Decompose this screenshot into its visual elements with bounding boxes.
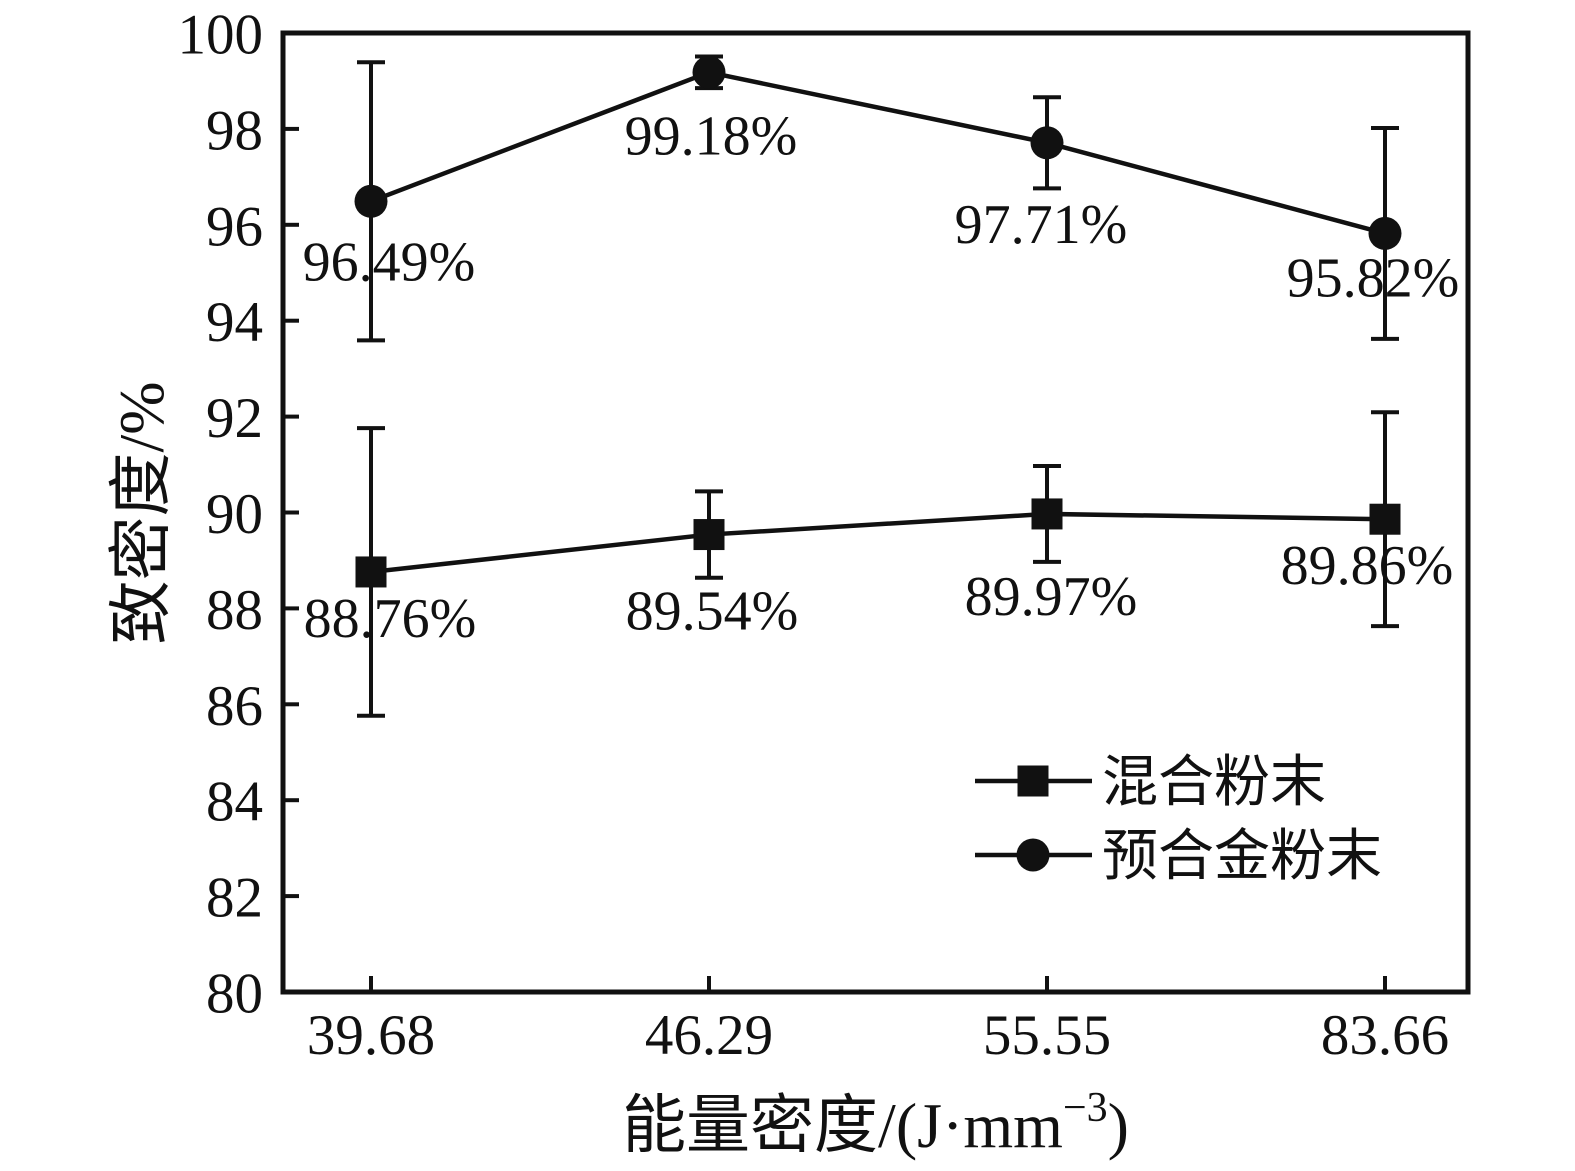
square-marker [1031,498,1063,530]
y-tick-label: 92 [206,387,263,450]
legend-circle-icon [1016,838,1050,872]
square-marker [693,519,725,551]
square-marker [355,556,387,588]
circle-marker [1368,216,1402,250]
x-tick-label: 39.68 [307,1004,435,1067]
y-tick-label: 96 [206,195,263,258]
series-line-1 [370,69,1386,236]
y-tick-label: 80 [206,963,263,1026]
circle-marker [354,184,388,218]
series-0: 88.76% 89.54% 89.97% 89.86% [304,410,1454,718]
point-label: 96.49% [303,231,476,293]
y-tick-label: 84 [206,771,263,834]
point-label: 99.18% [625,105,798,167]
y-tick-label: 82 [206,867,263,930]
y-axis: 80 82 84 86 88 90 92 94 96 98 100 [178,4,299,1026]
x-axis: 39.68 46.29 55.55 83.66 [307,976,1449,1067]
point-label: 89.54% [626,581,799,643]
series-1: 96.49% 99.18% 97.71% 95.82% [303,54,1460,343]
legend-square-icon [1017,765,1049,797]
point-label: 97.71% [955,194,1128,256]
y-tick-label: 94 [206,291,263,354]
y-tick-label: 98 [206,99,263,162]
series-line-0 [370,511,1386,575]
point-label: 88.76% [304,588,477,650]
legend-label: 混合粉末 [1102,752,1326,814]
legend-item: 预合金粉末 [975,826,1382,888]
x-tick-label: 83.66 [1321,1004,1449,1067]
square-marker [1369,503,1401,535]
legend-label: 预合金粉末 [1102,826,1382,888]
point-label: 89.97% [965,566,1138,628]
circle-marker [1030,126,1064,160]
y-tick-label: 100 [178,4,264,67]
y-tick-label: 90 [206,483,263,546]
y-tick-label: 88 [206,579,263,642]
point-label: 95.82% [1287,247,1460,309]
point-label: 89.86% [1281,535,1454,597]
x-axis-title: 能量密度/(J·mm−3) [622,1085,1129,1161]
y-axis-title: 致密度/% [106,381,177,644]
x-tick-label: 55.55 [983,1004,1111,1067]
y-tick-label: 86 [206,675,263,738]
x-tick-label: 46.29 [645,1004,773,1067]
circle-marker [692,55,726,89]
legend-item: 混合粉末 [975,752,1326,814]
